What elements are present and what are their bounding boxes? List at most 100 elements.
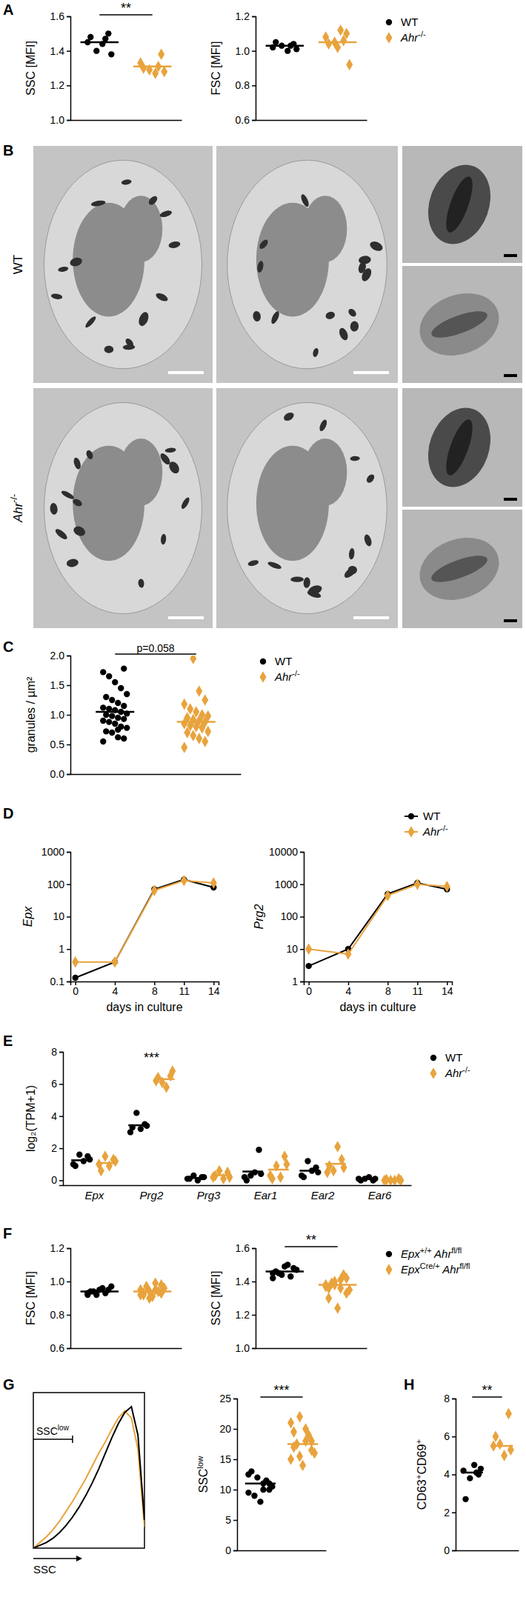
legend: WTAhr-/- bbox=[404, 809, 449, 838]
tick: Ear2 bbox=[311, 1185, 335, 1202]
data-point bbox=[337, 24, 344, 37]
tick-mark bbox=[251, 120, 256, 122]
legend-marker bbox=[408, 813, 415, 820]
y-axis-line bbox=[59, 1052, 64, 1187]
micrograph bbox=[33, 388, 213, 629]
legend-item: WT bbox=[404, 809, 441, 823]
tick-mark bbox=[66, 916, 71, 918]
chart: 0481114110100100010000Prg2days in cultur… bbox=[252, 809, 454, 1014]
tick-mark bbox=[66, 655, 71, 658]
tick-label: 1000 bbox=[41, 846, 65, 858]
tick: 6 bbox=[51, 1077, 63, 1090]
text-part: WT bbox=[400, 15, 418, 29]
tick: 0.8 bbox=[50, 1309, 71, 1321]
text-part: Ahr bbox=[11, 501, 26, 524]
legend-item: Epx+/+ Ahrfl/fl bbox=[385, 1246, 462, 1261]
tick-label: 1.2 bbox=[50, 1242, 66, 1255]
marks bbox=[245, 1411, 318, 1506]
tick-label: 8 bbox=[51, 1046, 58, 1058]
data-point bbox=[123, 691, 130, 698]
data-point bbox=[157, 48, 165, 61]
tick: 14 bbox=[441, 981, 454, 998]
mean-line bbox=[491, 1445, 513, 1448]
superscript: -/- bbox=[440, 823, 449, 833]
chart: 1.01.21.41.6SSC [MFI]**Epx+/+ Ahrfl/flEp… bbox=[209, 1232, 470, 1355]
tick-label: 10 bbox=[285, 943, 298, 955]
chart: 1.01.21.41.6SSC [MFI]** bbox=[24, 0, 183, 126]
tick-mark bbox=[59, 1148, 63, 1150]
legend-label: Ahr-/- bbox=[444, 1065, 471, 1080]
mean-line bbox=[133, 1290, 172, 1293]
data-point bbox=[305, 963, 312, 970]
data-point bbox=[287, 1453, 295, 1466]
tick-label: 6 bbox=[443, 1430, 450, 1443]
x-axis bbox=[456, 1550, 520, 1552]
marks bbox=[33, 1406, 145, 1549]
panel-label: G bbox=[2, 1376, 15, 1393]
data-point bbox=[284, 47, 291, 54]
tick: 1.2 bbox=[235, 10, 256, 23]
tick-label: 14 bbox=[208, 985, 221, 998]
data-point bbox=[111, 720, 118, 727]
tick: 10 bbox=[285, 943, 304, 955]
tick-mark bbox=[251, 1248, 256, 1250]
data-point bbox=[123, 724, 130, 731]
legend-label: Ahr-/- bbox=[400, 29, 426, 44]
tick-mark bbox=[451, 1512, 456, 1515]
mean-line bbox=[97, 1162, 118, 1165]
panel-label: H bbox=[403, 1376, 415, 1393]
legend-marker bbox=[408, 826, 415, 838]
data-point bbox=[290, 1426, 298, 1438]
mean-line bbox=[356, 1178, 378, 1181]
tick: 0 bbox=[305, 981, 312, 998]
significance: p=0.058 bbox=[137, 642, 175, 655]
data-point bbox=[84, 1292, 91, 1298]
tick-mark bbox=[251, 50, 256, 52]
legend-label: WT bbox=[445, 1051, 463, 1064]
tick: 1.2 bbox=[235, 1309, 256, 1321]
tick-label: 8 bbox=[151, 985, 158, 998]
data-point bbox=[140, 62, 147, 75]
tick-label: 0 bbox=[225, 1544, 232, 1557]
x-axis bbox=[256, 120, 368, 121]
mean-line bbox=[318, 1283, 357, 1287]
legend: WTAhr-/- bbox=[430, 1051, 471, 1080]
tick: 14 bbox=[208, 981, 221, 998]
tick-label: Ear1 bbox=[254, 1189, 278, 1202]
significance: ** bbox=[305, 1232, 317, 1248]
tick-label: 100 bbox=[47, 878, 66, 891]
y-axis-line bbox=[251, 1249, 257, 1350]
text-part: Epx bbox=[400, 1263, 421, 1276]
tick-mark bbox=[251, 1315, 256, 1317]
marks bbox=[71, 874, 218, 981]
tick: 0.1 bbox=[50, 975, 71, 988]
tick-mark bbox=[66, 744, 71, 747]
data-point bbox=[343, 1287, 350, 1300]
tick: 11 bbox=[412, 981, 424, 998]
superscript: fl/fl bbox=[460, 1261, 471, 1271]
data-point bbox=[210, 877, 218, 890]
tick-label: 2 bbox=[51, 1142, 58, 1155]
tick-label: 0.8 bbox=[50, 1309, 66, 1321]
data-point bbox=[71, 974, 78, 981]
panel-label: C bbox=[2, 638, 14, 655]
x-axis bbox=[71, 1348, 183, 1350]
text-part: Ahr bbox=[444, 1066, 464, 1080]
x-axis bbox=[71, 120, 183, 121]
tick: 4 bbox=[112, 981, 119, 998]
legend-label: EpxCre/+ Ahrfl/fl bbox=[400, 1261, 470, 1276]
x-axis: 0481114 bbox=[71, 981, 221, 998]
row-label: Ahr-/- bbox=[8, 494, 26, 524]
text-part: SSC bbox=[36, 1425, 58, 1438]
mean-line bbox=[80, 41, 119, 44]
data-point bbox=[87, 34, 94, 41]
text-part: SSC bbox=[197, 1469, 210, 1494]
mean-line bbox=[128, 1124, 149, 1127]
tick: 1000 bbox=[274, 878, 304, 891]
tick-mark bbox=[233, 1398, 238, 1401]
data-point bbox=[492, 1430, 500, 1443]
tick-label: Epx bbox=[84, 1189, 104, 1202]
data-point bbox=[180, 874, 188, 887]
tick: 1.0 bbox=[235, 45, 256, 58]
data-point bbox=[272, 39, 279, 46]
